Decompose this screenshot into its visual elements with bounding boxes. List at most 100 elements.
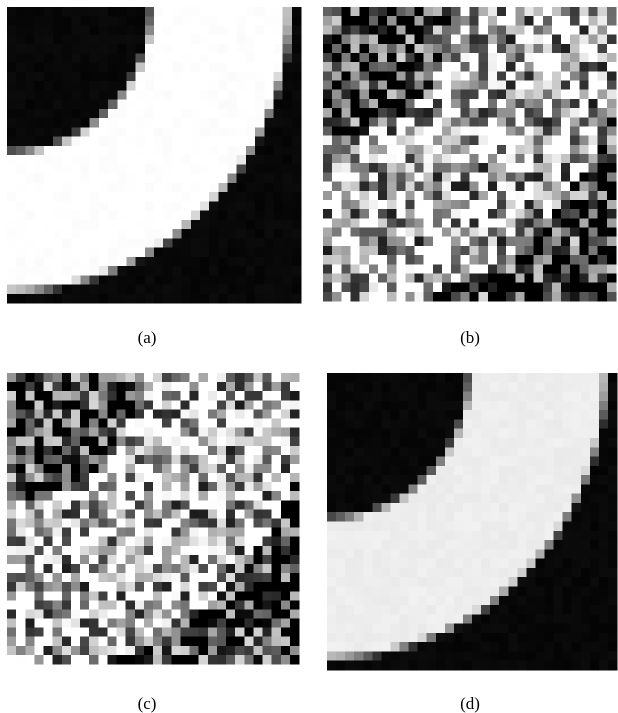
pixel: [418, 447, 428, 457]
pixel: [460, 71, 470, 81]
pixel: [71, 192, 81, 202]
pixel: [581, 382, 591, 392]
pixel: [154, 220, 164, 230]
pixel: [16, 127, 26, 137]
pixel: [535, 466, 545, 476]
pixel: [608, 614, 618, 624]
pixel: [283, 127, 293, 137]
pixel: [454, 475, 464, 485]
pixel: [481, 475, 491, 485]
pixel: [253, 537, 263, 547]
pixel: [526, 605, 536, 615]
pixel: [535, 410, 545, 420]
pixel: [180, 628, 190, 638]
pixel: [442, 191, 452, 201]
pixel: [44, 555, 54, 565]
pixel: [396, 246, 406, 256]
pixel: [235, 637, 245, 647]
pixel: [90, 183, 100, 193]
pixel: [372, 494, 382, 504]
pixel: [418, 512, 428, 522]
pixel: [253, 591, 263, 601]
pixel: [199, 409, 209, 419]
pixel: [81, 220, 91, 230]
pixel: [545, 531, 555, 541]
pixel: [599, 661, 609, 671]
pixel: [427, 373, 437, 383]
pixel: [506, 255, 516, 265]
pixel: [387, 154, 397, 164]
pixel: [327, 484, 337, 494]
pixel: [16, 428, 26, 438]
pixel: [497, 99, 507, 109]
pixel: [400, 624, 410, 634]
pixel: [590, 577, 600, 587]
pixel: [290, 600, 300, 610]
pixel: [415, 16, 425, 26]
pixel: [180, 382, 190, 392]
pixel: [81, 229, 91, 239]
pixel: [543, 237, 553, 247]
pixel: [418, 540, 428, 550]
pixel: [497, 292, 507, 302]
pixel: [390, 549, 400, 559]
pixel: [255, 127, 265, 137]
pixel: [570, 255, 580, 265]
pixel: [290, 464, 300, 474]
pixel: [283, 81, 293, 91]
pixel: [218, 100, 228, 110]
pixel: [53, 90, 63, 100]
pixel: [599, 373, 609, 383]
pixel: [336, 475, 346, 485]
pixel: [472, 531, 482, 541]
pixel: [526, 438, 536, 448]
pixel: [34, 537, 44, 547]
pixel: [272, 473, 282, 483]
pixel: [390, 586, 400, 596]
pixel: [570, 200, 580, 210]
pixel: [517, 605, 527, 615]
pixel: [290, 546, 300, 556]
pixel: [80, 509, 90, 519]
pixel: [200, 211, 210, 221]
pixel: [378, 7, 388, 17]
pixel: [253, 609, 263, 619]
pixel: [108, 26, 118, 36]
pixel: [360, 108, 370, 118]
pixel: [228, 201, 238, 211]
pixel: [598, 264, 608, 274]
pixel: [90, 26, 100, 36]
pixel: [16, 546, 26, 556]
pixel: [107, 428, 117, 438]
pixel: [442, 200, 452, 210]
pixel: [281, 573, 291, 583]
pixel: [16, 90, 26, 100]
pixel: [117, 155, 127, 165]
pixel: [499, 410, 509, 420]
pixel: [62, 257, 72, 267]
pixel: [479, 108, 489, 118]
pixel: [107, 600, 117, 610]
pixel: [396, 53, 406, 63]
pixel: [472, 392, 482, 402]
pixel: [390, 661, 400, 671]
pixel: [460, 209, 470, 219]
pixel: [135, 455, 145, 465]
pixel: [237, 155, 247, 165]
pixel: [16, 555, 26, 565]
pixel: [154, 63, 164, 73]
pixel: [526, 559, 536, 569]
pixel: [488, 264, 498, 274]
pixel: [253, 573, 263, 583]
pixel: [350, 53, 360, 63]
pixel: [372, 503, 382, 513]
pixel: [360, 81, 370, 91]
pixel: [263, 428, 273, 438]
pixel: [98, 637, 108, 647]
pixel: [16, 7, 26, 17]
pixel: [526, 410, 536, 420]
pixel: [145, 127, 155, 137]
pixel: [405, 163, 415, 173]
pixel: [360, 7, 370, 17]
pixel: [552, 246, 562, 256]
